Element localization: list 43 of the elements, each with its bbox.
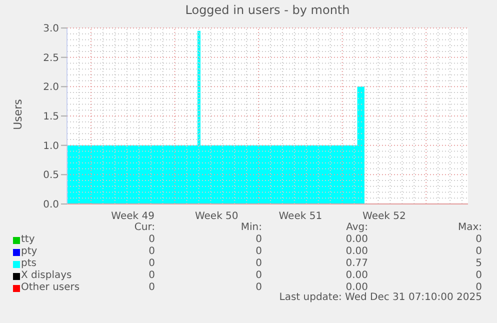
y-axis-title: Users xyxy=(12,98,24,132)
text: Last update: Wed Dec 31 07:10:00 2025 xyxy=(279,292,482,303)
y-tick-label: 0.5 xyxy=(43,170,59,182)
x-tick-label: Week 51 xyxy=(278,211,322,222)
text: Min: xyxy=(240,222,262,233)
chart-title: Logged in users - by month xyxy=(184,3,351,17)
text: 0 xyxy=(148,258,155,269)
y-tick-label: 3.0 xyxy=(43,24,59,35)
text: 0.00 xyxy=(346,246,368,257)
legend-label: Other users xyxy=(20,282,80,294)
text: 0 xyxy=(256,258,262,269)
y-tick-label: 0.0 xyxy=(43,200,59,211)
x-tick-label: Week 52 xyxy=(362,211,406,222)
y-tick-label: 2.5 xyxy=(43,52,59,64)
text: 0 xyxy=(476,270,482,281)
text: 0 xyxy=(476,234,482,245)
text: 0 xyxy=(148,270,155,281)
text: 0 xyxy=(148,282,155,293)
text: 0 xyxy=(256,234,262,245)
x-tick-label: Week 49 xyxy=(111,211,154,222)
text: 0 xyxy=(148,246,155,257)
text: 0.00 xyxy=(346,270,368,281)
text: 0 xyxy=(256,270,262,281)
text: Avg: xyxy=(346,222,368,233)
text: 0 xyxy=(148,234,155,245)
text: 0.00 xyxy=(346,234,368,245)
text: Cur: xyxy=(134,222,155,233)
x-tick-label: Week 50 xyxy=(194,211,238,222)
legend-label: pty xyxy=(20,246,38,258)
text: 0.77 xyxy=(346,258,368,269)
text: 0 xyxy=(476,282,482,293)
legend-label: X displays xyxy=(20,270,73,282)
text: 0 xyxy=(256,246,262,257)
legend-label: tty xyxy=(20,234,36,246)
y-tick-label: 1.0 xyxy=(43,140,59,152)
text: Max: xyxy=(458,222,482,233)
y-tick-label: 1.5 xyxy=(43,112,59,123)
text: 5 xyxy=(476,258,482,269)
y-tick-label: 2.0 xyxy=(43,82,59,94)
legend-label: pts xyxy=(20,258,38,270)
text: 0 xyxy=(476,246,482,257)
text: 0 xyxy=(256,282,262,293)
text: 0.00 xyxy=(346,282,368,293)
